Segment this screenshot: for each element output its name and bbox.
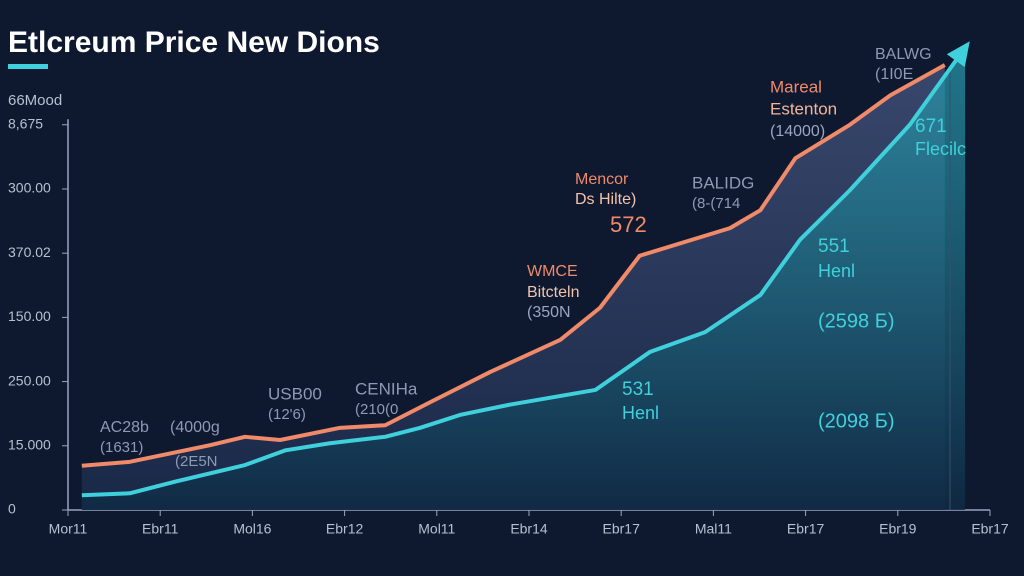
annotation: (2098 Б) xyxy=(818,410,895,432)
y-tick-label: 250.00 xyxy=(8,372,51,388)
annotation: (8-(714 xyxy=(692,195,740,212)
title-underline xyxy=(8,64,48,69)
annotation: 531 xyxy=(622,379,654,400)
annotation: Bitcteln xyxy=(527,284,579,301)
annotation: Henl xyxy=(818,261,855,281)
annotation: (350N xyxy=(527,304,571,321)
x-tick-label: Mor11 xyxy=(49,521,88,537)
x-tick-label: Ebr14 xyxy=(510,521,548,537)
annotation: Ds Hilte) xyxy=(575,191,636,208)
annotation: Mareal xyxy=(770,77,822,96)
annotation: BALIDG xyxy=(692,173,754,192)
annotation: 671 xyxy=(915,116,947,137)
chart-title: Etlcreum Price New Dions xyxy=(8,26,380,59)
annotation: (14000) xyxy=(770,123,825,140)
arrow-head xyxy=(946,41,970,68)
x-tick-label: Mol11 xyxy=(418,521,455,537)
annotation: 572 xyxy=(610,212,647,237)
y-tick-label: 0 xyxy=(8,501,16,517)
annotation: (12'6) xyxy=(268,406,306,423)
annotation: (1631) xyxy=(100,439,143,456)
annotation: (210(0 xyxy=(355,401,398,418)
y-axis-label: 66Mood xyxy=(8,92,62,109)
annotation: Flecilc xyxy=(915,139,966,159)
x-tick-label: Mal11 xyxy=(695,521,732,537)
y-tick-label: 370.02 xyxy=(8,244,51,260)
area xyxy=(81,47,966,510)
annotation: CENIHa xyxy=(355,379,418,398)
x-tick-label: Ebr12 xyxy=(326,521,364,537)
x-tick-label: Ebr19 xyxy=(879,521,917,537)
annotation: (4000g xyxy=(170,419,220,436)
x-tick-label: Mol16 xyxy=(233,521,271,537)
annotation: AC28b xyxy=(100,419,149,436)
x-tick-label: Ebr11 xyxy=(142,521,179,537)
x-tick-label: Ebr17 xyxy=(787,521,825,537)
y-tick-label: 15.000 xyxy=(8,436,51,452)
annotation: (1I0E xyxy=(875,66,913,83)
annotation: USB00 xyxy=(268,384,322,403)
annotation: Estenton xyxy=(770,99,837,118)
y-tick-label: 150.00 xyxy=(8,308,51,324)
line xyxy=(81,63,946,468)
annotation: 551 xyxy=(818,236,850,257)
annotation: BALWG xyxy=(875,46,932,63)
annotation: Mencor xyxy=(575,171,629,188)
annotation: (2598 Б) xyxy=(818,310,895,332)
annotation: (2E5N xyxy=(175,453,218,470)
x-tick-label: Ebr17 xyxy=(603,521,641,537)
y-tick-label: 300.00 xyxy=(8,180,51,196)
annotation: WMCE xyxy=(527,263,578,280)
x-tick-label: Ebr17 xyxy=(971,521,1009,537)
y-tick-label: 8,675 xyxy=(8,115,43,131)
annotation: Henl xyxy=(622,403,659,423)
line xyxy=(81,46,967,498)
